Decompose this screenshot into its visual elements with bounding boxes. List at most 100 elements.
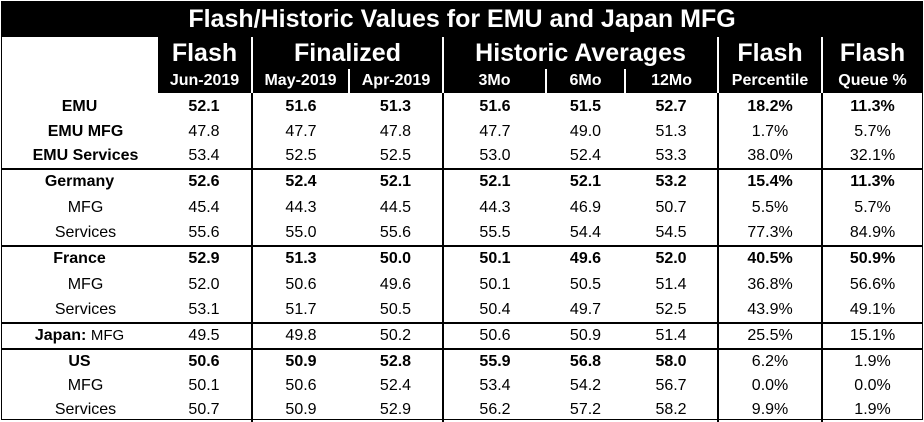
table-row-us-services: Services 50.7 50.9 52.9 56.2 57.2 58.2 9… bbox=[2, 398, 923, 422]
cell: 54.4 bbox=[569, 224, 602, 241]
cell: 56.8 bbox=[546, 348, 625, 374]
cell: 55.0 bbox=[251, 221, 349, 246]
row-label: US bbox=[2, 348, 157, 374]
group-flash: Flash bbox=[156, 37, 252, 69]
cell: 52.5 bbox=[655, 301, 687, 318]
cell: 44.5 bbox=[379, 198, 412, 216]
cell: 52.0 bbox=[625, 245, 719, 271]
cell: 50.7 bbox=[655, 198, 687, 216]
table-row-emu-services: EMU Services 53.4 52.5 52.5 53.0 52.4 53… bbox=[2, 144, 923, 169]
cell: 49.7 bbox=[569, 301, 602, 318]
cell: 47.8 bbox=[188, 123, 220, 140]
cell: 18.2% bbox=[717, 93, 823, 120]
cell: 1.9% bbox=[821, 398, 923, 422]
cell: 56.6% bbox=[821, 271, 923, 298]
cell: 56.7 bbox=[655, 377, 687, 394]
cell: 57.2 bbox=[569, 401, 602, 418]
cell: 50.9% bbox=[821, 245, 923, 271]
col-percentile: Percentile bbox=[717, 69, 823, 93]
cell: 50.6 bbox=[442, 322, 546, 349]
row-label: MFG bbox=[67, 198, 104, 216]
cell: 50.7 bbox=[188, 401, 220, 418]
cell: 52.1 bbox=[349, 168, 443, 194]
table-row-france: France 52.9 51.3 50.0 50.1 49.6 52.0 40.… bbox=[2, 245, 923, 271]
cell: 0.0% bbox=[717, 374, 823, 398]
cell: 50.1 bbox=[442, 245, 546, 271]
row-label: EMU MFG bbox=[47, 123, 124, 140]
row-label-country: Japan: bbox=[34, 327, 87, 344]
row-label: MFG bbox=[67, 377, 104, 394]
cell: 52.5 bbox=[251, 144, 349, 169]
col-3mo: 3Mo bbox=[442, 69, 546, 93]
cell: 50.6 bbox=[251, 374, 349, 398]
cell: 53.2 bbox=[625, 168, 719, 194]
cell: 49.6 bbox=[379, 275, 412, 293]
cell: 5.7% bbox=[821, 120, 923, 144]
cell: 51.4 bbox=[655, 275, 687, 293]
table-row-germany-mfg: MFG 45.4 44.3 44.5 44.3 46.9 50.7 5.5% 5… bbox=[2, 194, 923, 221]
cell: 77.3% bbox=[717, 221, 823, 246]
row-label: Japan: MFG bbox=[2, 322, 157, 349]
cell: 51.4 bbox=[625, 322, 719, 349]
cell: 52.6 bbox=[157, 168, 252, 194]
cell: 1.9% bbox=[821, 348, 923, 374]
cell: 52.7 bbox=[655, 97, 687, 115]
row-label: Germany bbox=[2, 168, 157, 194]
group-header-row: Flash Finalized Historic Averages Flash … bbox=[2, 37, 923, 69]
cell: 52.5 bbox=[379, 147, 412, 164]
cell: 52.8 bbox=[349, 348, 443, 374]
cell: 0.0% bbox=[821, 374, 923, 398]
cell: 45.4 bbox=[188, 198, 220, 216]
cell: 49.0 bbox=[569, 123, 602, 140]
cell: 50.9 bbox=[251, 398, 349, 422]
cell: 5.7% bbox=[821, 194, 923, 221]
cell: 51.3 bbox=[251, 245, 349, 271]
cell: 46.9 bbox=[569, 198, 602, 216]
cell: 11.3% bbox=[821, 168, 923, 194]
table-row-germany: Germany 52.6 52.4 52.1 52.1 52.1 53.2 15… bbox=[2, 168, 923, 194]
cell: 5.5% bbox=[717, 194, 823, 221]
group-finalized: Finalized bbox=[251, 37, 443, 69]
group-flash-percentile: Flash bbox=[717, 37, 823, 69]
cell: 25.5% bbox=[717, 322, 823, 349]
cell: 6.2% bbox=[717, 348, 823, 374]
col-jun-2019: Jun-2019 bbox=[156, 69, 252, 93]
cell: 50.2 bbox=[349, 322, 443, 349]
table-row-germany-services: Services 55.6 55.0 55.6 55.5 54.4 54.5 7… bbox=[2, 221, 923, 246]
cell: 47.7 bbox=[442, 120, 546, 144]
row-label-sector: MFG bbox=[90, 327, 125, 344]
cell: 50.9 bbox=[251, 348, 349, 374]
row-label: Services bbox=[54, 401, 117, 418]
cell: 44.3 bbox=[251, 194, 349, 221]
cell: 43.9% bbox=[717, 298, 823, 323]
row-label: France bbox=[2, 245, 157, 271]
cell: 50.5 bbox=[569, 275, 602, 293]
cell: 55.9 bbox=[442, 348, 546, 374]
cell: 50.9 bbox=[546, 322, 625, 349]
cell: 54.5 bbox=[655, 224, 687, 241]
col-12mo: 12Mo bbox=[623, 69, 719, 93]
group-flash-queue: Flash bbox=[821, 37, 923, 69]
cell: 50.4 bbox=[442, 298, 546, 323]
cell: 55.6 bbox=[188, 224, 220, 241]
cell: 51.6 bbox=[442, 93, 546, 120]
cell: 84.9% bbox=[821, 221, 923, 246]
cell: 52.4 bbox=[569, 147, 602, 164]
data-grid: Flash Finalized Historic Averages Flash … bbox=[2, 37, 923, 422]
cell: 51.7 bbox=[251, 298, 349, 323]
cell: 53.3 bbox=[655, 147, 687, 164]
cell: 53.4 bbox=[442, 374, 546, 398]
cell: 53.4 bbox=[188, 147, 220, 164]
table-row-emu-mfg: EMU MFG 47.8 47.7 47.8 47.7 49.0 51.3 1.… bbox=[2, 120, 923, 144]
cell: 51.6 bbox=[251, 93, 349, 120]
cell: 55.6 bbox=[379, 224, 412, 241]
cell: 50.1 bbox=[188, 377, 220, 394]
cell: 52.9 bbox=[379, 401, 412, 418]
row-label: Services bbox=[54, 224, 117, 241]
cell: 47.8 bbox=[379, 123, 412, 140]
cell: 11.3% bbox=[821, 93, 923, 120]
table-row-us: US 50.6 50.9 52.8 55.9 56.8 58.0 6.2% 1.… bbox=[2, 348, 923, 374]
cell: 52.1 bbox=[546, 168, 625, 194]
cell: 54.2 bbox=[569, 377, 602, 394]
